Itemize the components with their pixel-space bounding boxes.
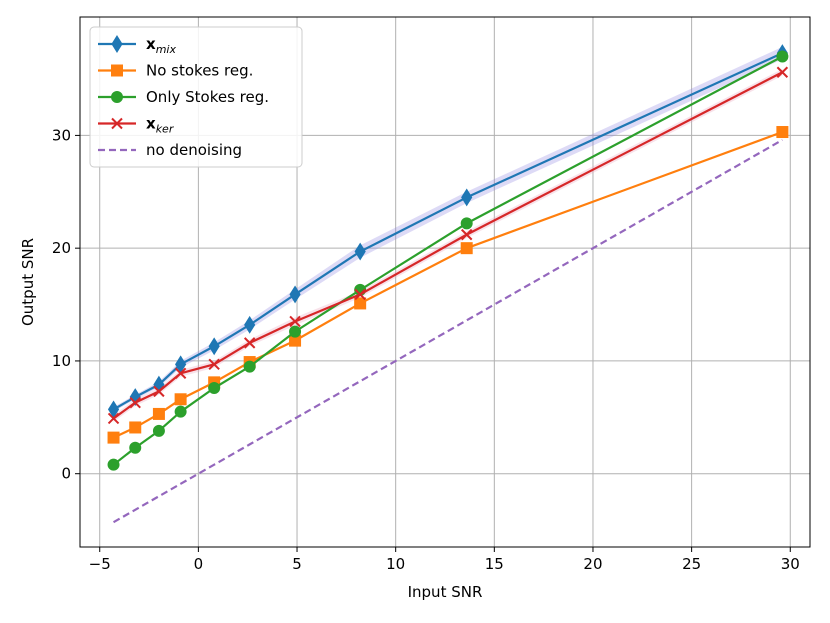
data-point [208,358,220,371]
data-point [289,315,301,328]
series-line [112,71,783,420]
data-point [354,297,367,310]
data-point [460,217,473,230]
x-tick-label: 5 [292,555,302,573]
series-0 [107,44,788,419]
data-point [460,228,473,241]
y-tick-label: 20 [52,239,71,257]
series-line [112,52,783,411]
series-4 [112,138,783,524]
data-point [152,407,165,420]
y-tick-label: 30 [52,126,71,144]
series-2 [107,50,789,471]
data-point [129,441,142,454]
y-tick-label: 10 [52,352,71,370]
x-tick-label: 10 [386,555,405,573]
data-point [153,385,165,398]
series-group [107,44,789,524]
data-point [129,396,141,409]
legend-marker [111,64,123,77]
legend-marker [111,91,123,103]
legend: xmix No stokes reg. Only Stokes reg. xker no… [89,26,303,168]
data-point [776,50,789,63]
legend-entry: xmix [146,35,176,56]
legend-entry: xker [146,115,175,136]
series-3 [107,66,789,425]
x-tick-label: 20 [583,555,602,573]
data-point [152,424,165,437]
x-tick-label: 30 [781,555,800,573]
x-tick-label: −5 [89,555,111,573]
data-point [208,382,221,394]
data-point [460,242,473,255]
data-point [208,337,220,356]
legend-entry: no denoising [146,141,242,159]
legend-marker [111,117,123,130]
legend-entry: Only Stokes reg. [146,88,269,106]
legend-box [89,26,303,168]
data-point [243,337,256,349]
data-point [107,412,120,425]
data-point [354,242,366,261]
data-point [289,325,302,338]
data-point [354,288,366,301]
data-point [107,458,120,471]
data-point [174,367,187,380]
series-1 [107,126,789,444]
data-point [243,360,256,373]
data-point [174,405,187,418]
data-point [776,66,789,78]
series-line [112,138,783,524]
data-point [107,431,120,444]
axis-ticks: −5 0 5 10 15 20 25 30 0 10 20 30 [52,126,800,573]
data-point [289,285,301,304]
data-point [174,393,187,406]
legend-marker [111,35,123,53]
data-point [129,421,142,434]
data-point [776,126,789,139]
x-axis-label: Input SNR [408,583,483,601]
plot-frame [79,16,811,548]
y-tick-label: 0 [61,465,71,483]
series-line [112,55,783,466]
x-tick-label: 15 [485,555,504,573]
data-point [461,188,473,207]
data-point [244,315,256,334]
x-tick-label: 25 [682,555,701,573]
legend-entry: No stokes reg. [146,62,253,80]
y-axis-label: Output SNR [19,238,37,326]
x-tick-label: 0 [194,555,204,573]
series-line [113,130,783,439]
